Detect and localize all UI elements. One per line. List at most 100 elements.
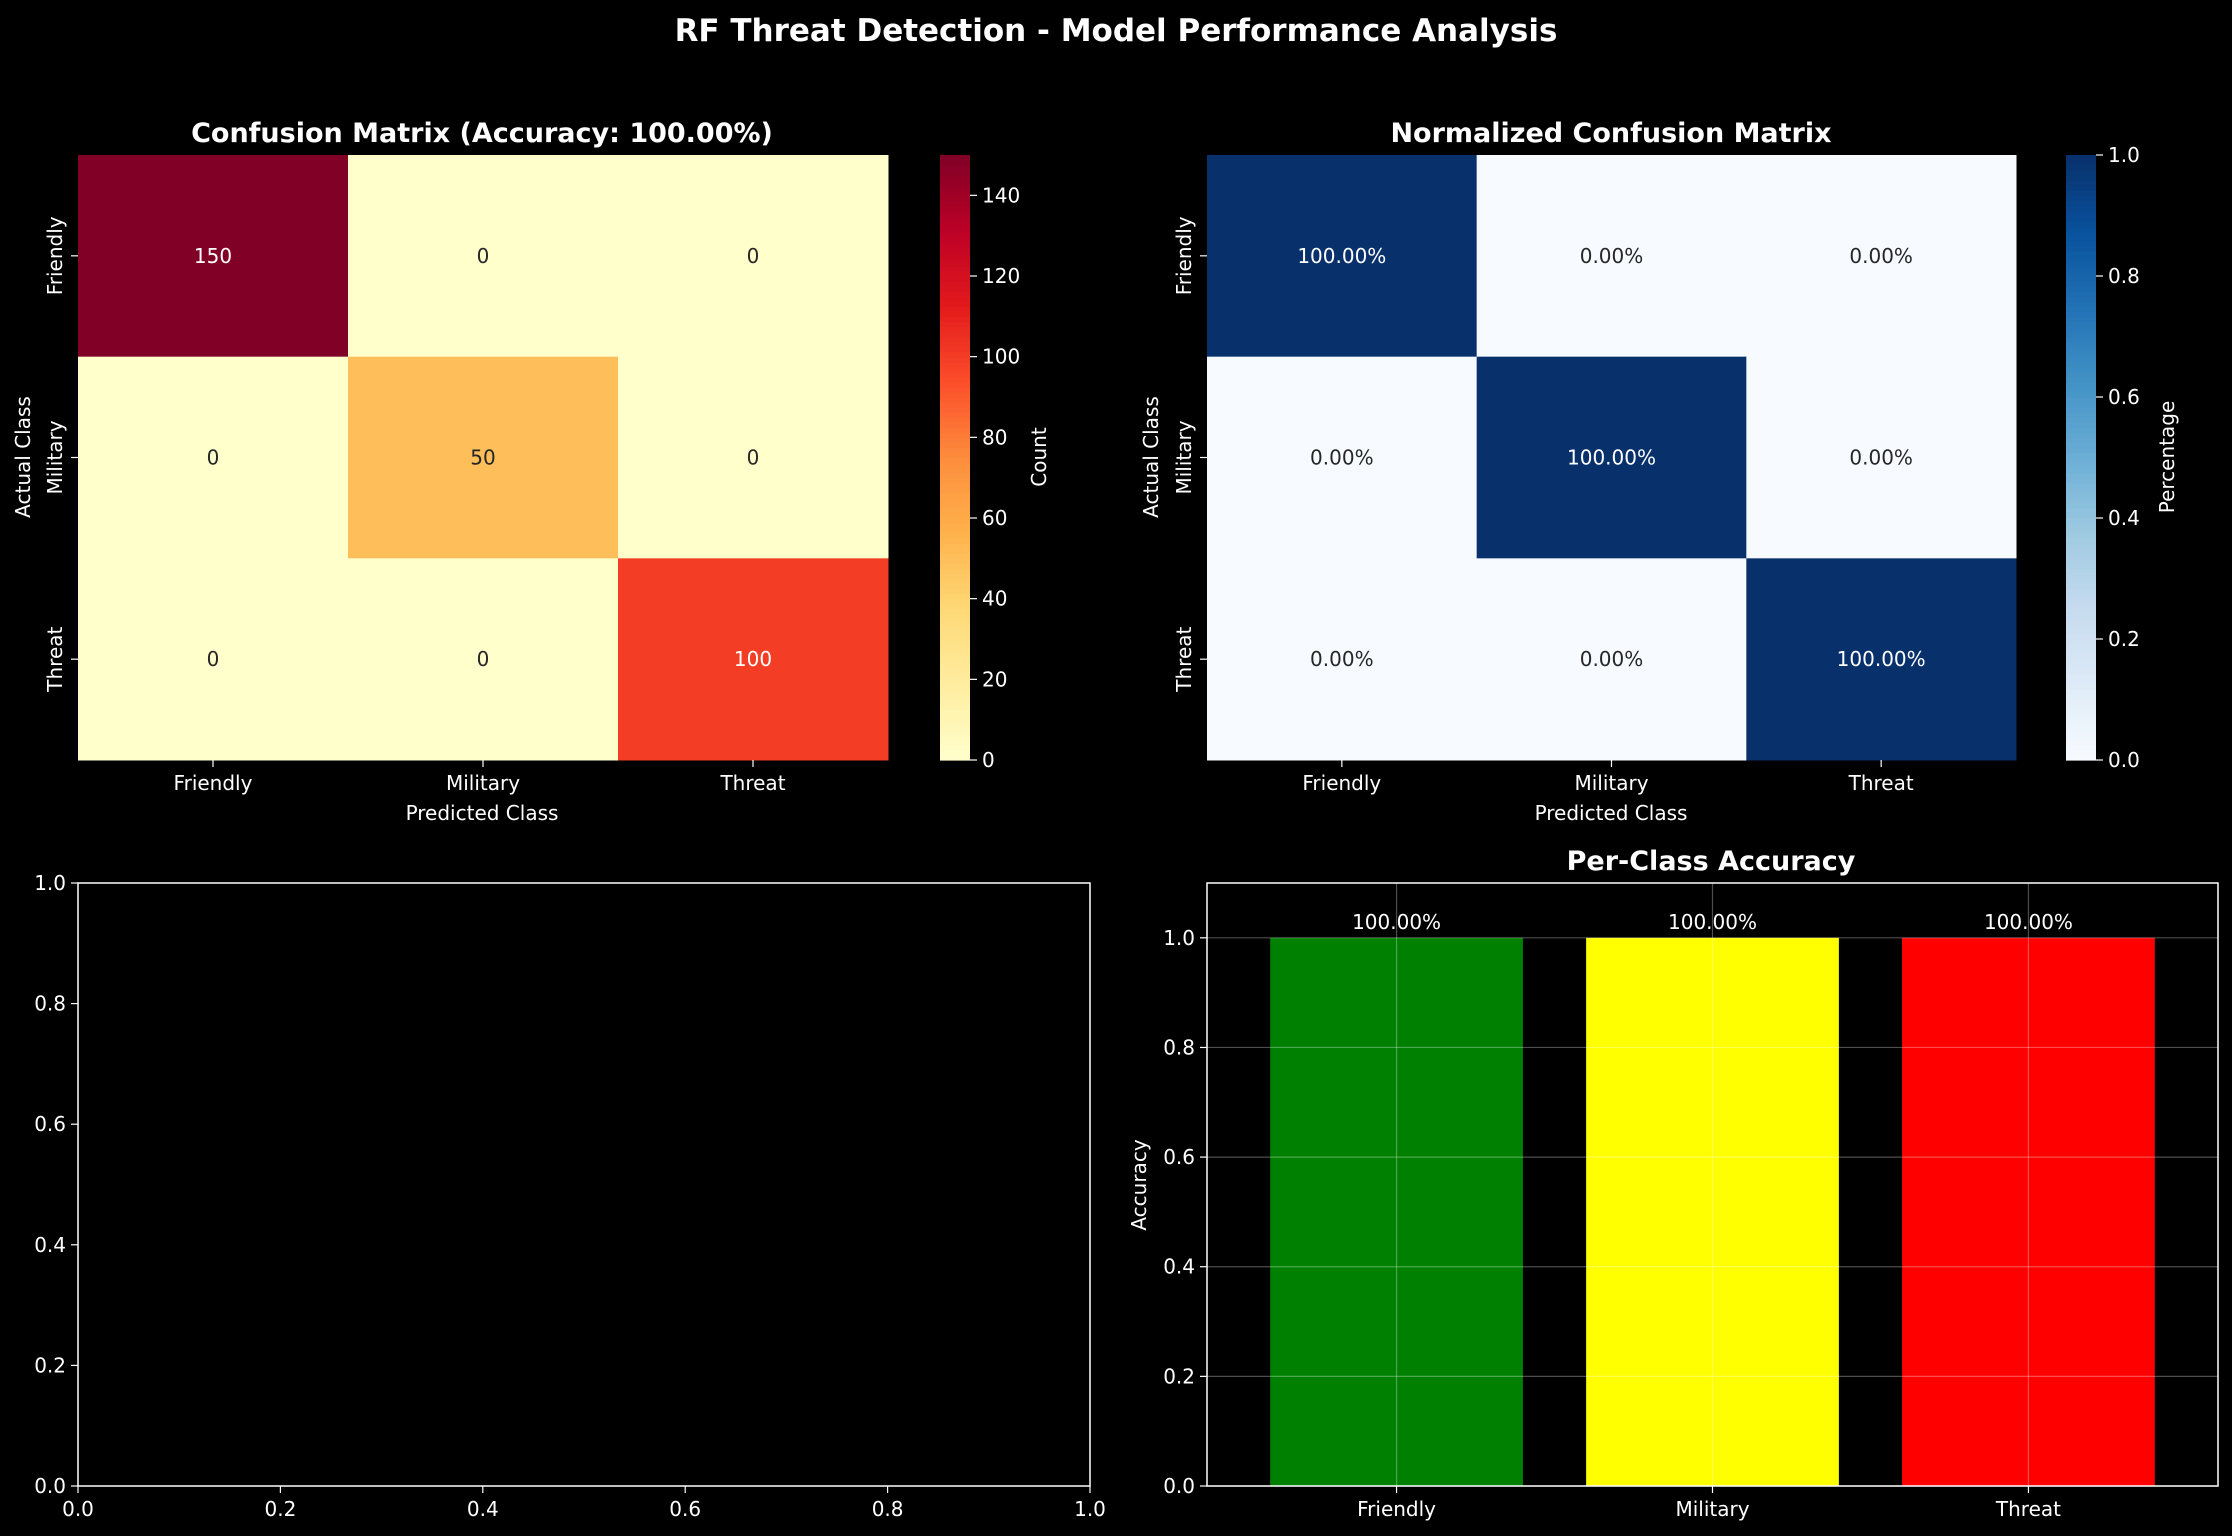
per-class-accuracy-chart: 100.00% 100.00% 100.00% 0.0 0.2 0.4 0.6 0.8 1.0 F… (1163, 882, 2219, 1521)
normalized-colorbar-segment (2066, 170, 2096, 176)
normalized-colorbar-segment (2066, 649, 2096, 655)
normalized-ytick-label: Military (1172, 420, 1196, 494)
confusion-colorbar-segment (940, 276, 970, 282)
confusion-colorbar-segment (940, 432, 970, 438)
confusion-colorbar-segment (940, 729, 970, 736)
confusion-colorbar-segment (940, 699, 970, 706)
normalized-colorbar-segment (2066, 664, 2096, 670)
confusion-colorbar-segment (940, 250, 970, 257)
empty-axes-xtick-label: 0.4 (467, 1497, 499, 1521)
normalized-colorbar-segment (2066, 512, 2096, 519)
normalized-colorbar-segment (2066, 598, 2096, 605)
normalized-cell (1207, 155, 1478, 358)
normalized-cell (1476, 356, 1747, 559)
empty-axes-ytick-label: 0.0 (34, 1474, 66, 1498)
confusion-colorbar-segment (940, 422, 970, 428)
confusion-colorbar-segment (940, 568, 970, 575)
per-class-accuracy-ylabel: Accuracy (1127, 1139, 1151, 1230)
confusion-colorbar-segment (940, 553, 970, 559)
confusion-colorbar-segment (940, 341, 970, 348)
normalized-colorbar-segment (2066, 281, 2096, 287)
confusion-colorbar-segment (940, 381, 970, 388)
empty-axes-ytick-label: 0.4 (34, 1233, 66, 1257)
bar-chart-ytick-label: 1.0 (1163, 926, 1195, 950)
normalized-colorbar-segment (2066, 235, 2096, 242)
confusion-colorbar-segment (940, 724, 970, 731)
confusion-colorbar-segment (940, 316, 970, 322)
confusion-colorbar-segment (940, 477, 970, 484)
confusion-colorbar-tick-label: 100 (982, 345, 1020, 369)
normalized-colorbar-segment (2066, 412, 2096, 418)
normalized-colorbar-segment (2066, 558, 2096, 564)
normalized-colorbar-segment (2066, 366, 2096, 373)
normalized-matrix-xlabel: Predicted Class (1535, 801, 1688, 825)
normalized-colorbar-segment (2066, 507, 2096, 514)
confusion-colorbar-segment (940, 175, 970, 181)
bar-chart-ytick-label: 0.0 (1163, 1474, 1195, 1498)
normalized-colorbar-segment (2066, 215, 2096, 222)
per-class-accuracy-panel: Per-Class Accuracy 100.00% 100.00% 100.00%… (1127, 846, 2219, 1521)
normalized-cell (1746, 155, 2017, 358)
normalized-cell-label: 0.00% (1580, 244, 1644, 268)
normalized-colorbar-segment (2066, 578, 2096, 585)
confusion-colorbar-segment (940, 371, 970, 378)
normalized-colorbar-tick-label: 1.0 (2108, 143, 2140, 167)
confusion-colorbar-segment (940, 684, 970, 691)
percentage-colorbar: 0.0 0.2 0.4 0.6 0.8 1.0 (2066, 143, 2140, 772)
normalized-colorbar-segment (2066, 593, 2096, 600)
confusion-colorbar-segment (940, 407, 970, 413)
confusion-colorbar-segment (940, 452, 970, 459)
confusion-colorbar-segment (940, 669, 970, 675)
normalized-cell (1746, 356, 2017, 559)
normalized-colorbar-segment (2066, 427, 2096, 433)
confusion-colorbar-segment (940, 195, 970, 201)
confusion-colorbar-segment (940, 649, 970, 655)
normalized-cell-label: 100.00% (1567, 446, 1656, 470)
normalized-colorbar-segment (2066, 654, 2096, 660)
normalized-colorbar-segment (2066, 467, 2096, 474)
normalized-colorbar-segment (2066, 397, 2096, 403)
confusion-xtick-label: Military (446, 771, 520, 795)
confusion-colorbar-segment (940, 437, 970, 443)
confusion-matrix-axes: Friendly Military Threat Friendly Military Th… (43, 216, 786, 795)
confusion-colorbar-segment (940, 628, 970, 635)
normalized-colorbar-segment (2066, 260, 2096, 267)
confusion-colorbar-segment (940, 583, 970, 590)
normalized-cell-label: 0.00% (1310, 446, 1374, 470)
confusion-colorbar-segment (940, 608, 970, 615)
normalized-colorbar-segment (2066, 704, 2096, 711)
bar-chart-xtick-label: Friendly (1357, 1497, 1436, 1521)
confusion-colorbar-segment (940, 603, 970, 610)
confusion-colorbar-segment (940, 639, 970, 645)
empty-axes-xtick-label: 0.6 (669, 1497, 701, 1521)
confusion-cell-label: 50 (470, 446, 495, 470)
normalized-colorbar-segment (2066, 386, 2096, 393)
normalized-cell (1746, 558, 2017, 761)
confusion-colorbar-segment (940, 462, 970, 469)
confusion-colorbar-segment (940, 633, 970, 640)
normalized-colorbar-segment (2066, 311, 2096, 317)
confusion-colorbar-segment (940, 714, 970, 721)
normalized-colorbar-tick-label: 0.4 (2108, 506, 2140, 530)
normalized-colorbar-segment (2066, 160, 2096, 166)
normalized-colorbar-segment (2066, 603, 2096, 610)
confusion-matrix-cells: 150 0 0 0 50 0 0 0 100 (78, 155, 889, 761)
confusion-xtick-label: Friendly (174, 771, 253, 795)
normalized-colorbar-segment (2066, 361, 2096, 368)
normalized-colorbar-segment (2066, 694, 2096, 701)
normalized-cell-label: 0.00% (1849, 446, 1913, 470)
bar-chart-ytick-label: 0.6 (1163, 1145, 1195, 1169)
confusion-colorbar-segment (940, 366, 970, 373)
confusion-colorbar-segment (940, 487, 970, 494)
confusion-cell (348, 155, 619, 358)
normalized-ytick-label: Friendly (1172, 216, 1196, 295)
normalized-colorbar-segment (2066, 442, 2096, 449)
confusion-colorbar-tick-label: 140 (982, 183, 1020, 207)
normalized-colorbar-segment (2066, 618, 2096, 625)
confusion-colorbar-segment (940, 235, 970, 242)
normalized-colorbar-segment (2066, 180, 2096, 186)
normalized-cell (1476, 155, 1747, 358)
confusion-cell-label: 150 (194, 244, 232, 268)
count-colorbar: 0 20 40 60 80 100 120 140 (940, 155, 1020, 772)
confusion-colorbar-segment (940, 588, 970, 595)
